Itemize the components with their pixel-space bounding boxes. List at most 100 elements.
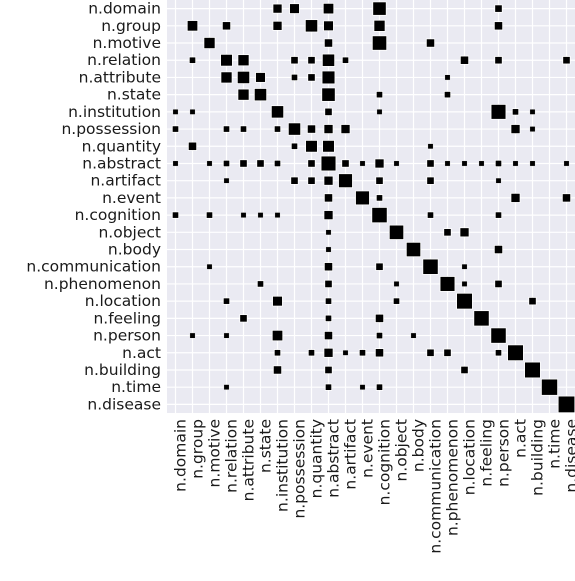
y-tick-label: n.possession [61,120,161,138]
cell-mark-relation-person [494,56,503,65]
cell-mark-attribute-quantity [307,73,316,82]
cell-mark-state-state [253,88,268,102]
x-tick-label: n.event [359,419,377,478]
cell-mark-attribute-possession [290,73,299,82]
cell-mark-person-group [189,332,196,339]
cell-mark-attribute-attribute [236,70,251,85]
y-tick-label: n.location [85,292,161,310]
cell-mark-location-relation [222,297,231,305]
cell-mark-abstract-person [494,159,503,168]
cell-mark-person-relation [223,332,230,339]
cell-mark-abstract-phenomenon [444,160,451,167]
cell-mark-disease-disease [557,395,575,414]
y-tick-label: n.attribute [79,68,161,86]
cell-mark-institution-building [529,109,536,115]
y-tick-label: n.relation [87,51,161,69]
cell-mark-time-relation [223,384,230,391]
cell-mark-act-communication [426,348,435,357]
cell-mark-abstract-act [512,160,519,167]
y-tick-label: n.event [102,189,161,207]
cell-mark-abstract-cognition [374,158,385,169]
cell-mark-phenomenon-phenomenon [439,276,456,292]
cell-mark-event-act [510,192,521,203]
x-tick-label: n.time [546,419,564,469]
cell-mark-abstract-communication [426,159,435,168]
x-tick-label: n.domain [172,419,190,492]
cell-mark-possession-possession [287,122,302,136]
cell-mark-abstract-relation [222,159,231,168]
cell-mark-state-cognition [375,91,384,99]
cell-mark-relation-group [188,56,197,64]
cell-mark-communication-communication [422,258,439,275]
x-tick-label: n.quantity [308,419,326,498]
cell-mark-cognition-person [494,211,503,219]
cell-mark-group-abstract [323,20,334,32]
cell-mark-cognition-abstract [323,210,334,221]
x-tick-label: n.motive [206,419,224,487]
cell-mark-abstract-event [359,160,366,167]
cell-mark-possession-building [529,126,536,132]
cell-mark-abstract-motive [206,160,213,167]
cell-mark-institution-institution [270,105,285,119]
cell-mark-possession-domain [171,125,180,133]
y-tick-label: n.domain [88,0,161,18]
cell-mark-act-institution [273,349,282,357]
y-tick-label: n.abstract [82,154,161,172]
cell-mark-feeling-abstract [324,314,333,322]
x-tick-label: n.object [393,419,411,482]
x-tick-label: n.artifact [342,419,360,490]
cell-mark-motive-motive [203,37,216,50]
y-tick-label: n.body [108,241,161,259]
cell-mark-group-quantity [304,19,319,33]
x-tick-label: n.disease [563,419,575,493]
cell-mark-quantity-group [187,141,198,151]
cell-mark-artifact-relation [223,177,230,184]
cell-mark-time-abstract [324,383,333,391]
cell-mark-cognition-attribute [240,212,247,218]
cell-mark-location-abstract [324,297,333,305]
cell-mark-act-abstract [323,347,334,358]
cell-mark-artifact-possession [290,176,299,185]
cell-marks [171,1,575,414]
cell-mark-domain-cognition [372,1,387,16]
cell-mark-group-institution [272,20,283,31]
cell-mark-building-building [524,361,541,379]
cell-mark-institution-cognition [376,109,383,115]
cell-mark-cognition-motive [205,211,214,219]
cell-mark-abstract-attribute [239,159,248,168]
x-tick-label: n.communication [427,419,445,554]
cell-mark-domain-institution [272,3,283,14]
cell-mark-abstract-institution [273,159,282,168]
y-tick-label: n.building [84,361,161,379]
grid-lines [167,0,575,413]
cell-mark-object-abstract [325,229,332,236]
x-tick-labels: n.domain n.group n.motive n.relation n.attri… [172,419,575,554]
cell-mark-abstract-building [529,160,536,167]
cell-mark-institution-group [189,109,196,115]
cell-mark-time-event [359,384,366,391]
x-tick-label: n.institution [274,419,292,512]
cell-mark-phenomenon-person [494,279,503,289]
cell-mark-feeling-cognition [374,313,385,323]
x-tick-label: n.feeling [478,419,496,487]
cell-mark-quantity-communication [427,143,434,150]
cell-mark-building-abstract [324,365,333,375]
y-tick-label: n.person [93,327,161,345]
cell-mark-possession-institution [273,125,282,133]
x-tick-label: n.phenomenon [444,419,462,536]
cell-mark-cognition-cognition [371,207,388,224]
y-tick-label: n.act [122,344,161,362]
cell-mark-group-cognition [373,19,386,32]
cell-mark-abstract-artifact [341,159,350,168]
cell-mark-possession-relation [222,125,231,133]
cell-mark-location-location [456,292,473,310]
cell-mark-act-artifact [342,349,349,356]
cell-mark-body-body [405,241,422,258]
cell-mark-motive-abstract [323,38,334,48]
cell-mark-group-person [493,21,504,31]
cell-mark-phenomenon-location [461,281,468,287]
cell-mark-communication-motive [206,263,213,270]
cell-mark-act-quantity [307,349,316,357]
cell-mark-state-abstract [321,87,336,102]
